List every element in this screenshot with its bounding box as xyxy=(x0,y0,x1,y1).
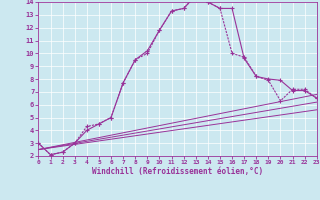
X-axis label: Windchill (Refroidissement éolien,°C): Windchill (Refroidissement éolien,°C) xyxy=(92,167,263,176)
